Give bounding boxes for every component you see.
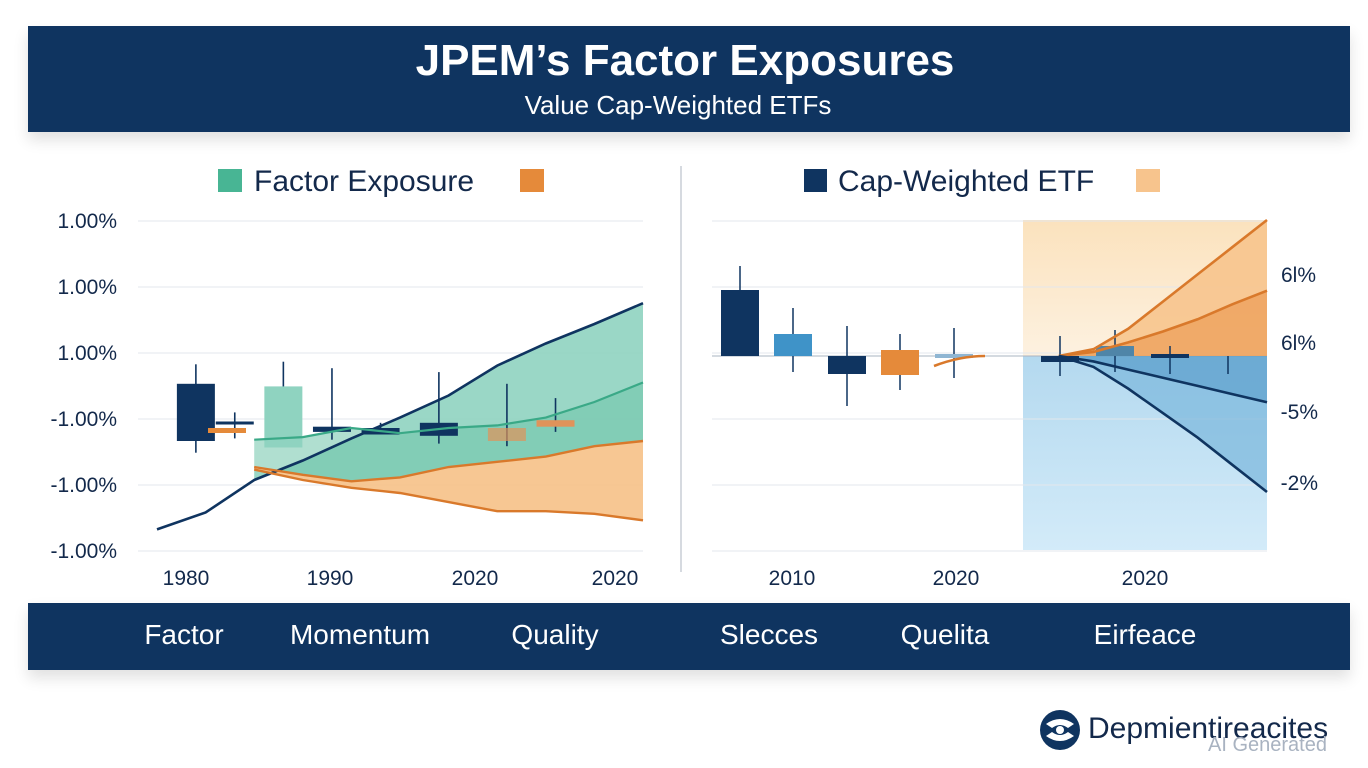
footer-label: Eirfeace xyxy=(1093,619,1197,650)
page-subtitle: Value Cap-Weighted ETFs xyxy=(524,90,832,120)
left-y-tick: -1.00% xyxy=(50,408,117,431)
momentum-line xyxy=(156,302,644,531)
right-legend-label: Cap-Weighted ETF xyxy=(838,165,1094,198)
right-bar xyxy=(935,354,973,358)
right-bar xyxy=(1096,346,1134,356)
candle-body xyxy=(215,421,254,425)
forecast-mid-area xyxy=(920,290,1267,356)
left-y-tick: -1.00% xyxy=(50,540,117,563)
legend-swatch-orange xyxy=(520,169,544,192)
right-x-tick: 2020 xyxy=(1122,567,1169,590)
candle-body xyxy=(487,428,526,441)
page-title: JPEM’s Factor Exposures xyxy=(415,36,955,85)
factor-footer-bar: Factor Momentum Quality Slecces Quelita … xyxy=(28,603,1350,670)
forecast-upper-line xyxy=(1058,218,1268,358)
right-x-tick: 2010 xyxy=(769,567,816,590)
brand-globe-icon xyxy=(1040,710,1080,750)
right-lines xyxy=(933,218,1268,494)
size-line xyxy=(253,468,644,522)
value-line xyxy=(254,439,644,483)
left-x-tick: 2020 xyxy=(452,567,499,590)
left-x-tick: 1990 xyxy=(307,567,354,590)
forecast-mid-line xyxy=(1058,289,1268,358)
header-banner: JPEM’s Factor Exposures Value Cap-Weight… xyxy=(28,26,1350,132)
base-area xyxy=(920,356,1267,403)
candle-body xyxy=(536,420,575,427)
left-x-tick: 1980 xyxy=(163,567,210,590)
left-lines xyxy=(156,302,644,531)
downside-line xyxy=(1058,354,1268,494)
candle-body xyxy=(312,426,351,432)
candle-accent xyxy=(208,428,246,433)
footer-label: Factor xyxy=(144,619,224,650)
left-y-tick: -1.00% xyxy=(50,474,117,497)
right-bar xyxy=(1151,354,1189,358)
left-x-tick: 2020 xyxy=(592,567,639,590)
footer-label: Quelita xyxy=(900,619,990,650)
footer-label: Quality xyxy=(511,619,599,650)
right-areas xyxy=(920,220,1267,492)
footer-label: Momentum xyxy=(289,619,431,650)
footer-label: Slecces xyxy=(719,619,819,650)
right-x-tick: 2020 xyxy=(933,567,980,590)
right-y-tick: 6l% xyxy=(1281,264,1316,287)
right-bar xyxy=(774,334,812,356)
downside-area xyxy=(920,356,1267,492)
legend-swatch-peach xyxy=(1136,169,1160,192)
left-y-tick: 1.00% xyxy=(57,210,117,233)
right-y-tick: -5% xyxy=(1281,401,1318,424)
left-legend-label: Factor Exposure xyxy=(254,165,474,198)
forecast-upper-area xyxy=(920,220,1267,356)
right-bars xyxy=(721,266,1229,406)
left-y-tick: 1.00% xyxy=(57,342,117,365)
right-bar xyxy=(721,290,759,356)
quality-line xyxy=(254,381,644,441)
right-bar xyxy=(828,356,866,374)
left-y-tick: 1.00% xyxy=(57,276,117,299)
right-y-tick: -2% xyxy=(1281,472,1318,495)
size-area xyxy=(254,441,643,521)
ai-watermark: AI Generated xyxy=(1208,734,1327,756)
right-y-tick: 6l% xyxy=(1281,332,1316,355)
right-bar xyxy=(1041,356,1079,362)
legend-swatch-navy xyxy=(804,169,827,192)
brand-name: Depmientireacites xyxy=(1088,712,1329,745)
bridge-line xyxy=(933,354,986,368)
left-areas xyxy=(254,303,643,521)
base-line xyxy=(1058,354,1268,404)
right-bar xyxy=(881,350,919,375)
legend-swatch-teal xyxy=(218,169,242,192)
